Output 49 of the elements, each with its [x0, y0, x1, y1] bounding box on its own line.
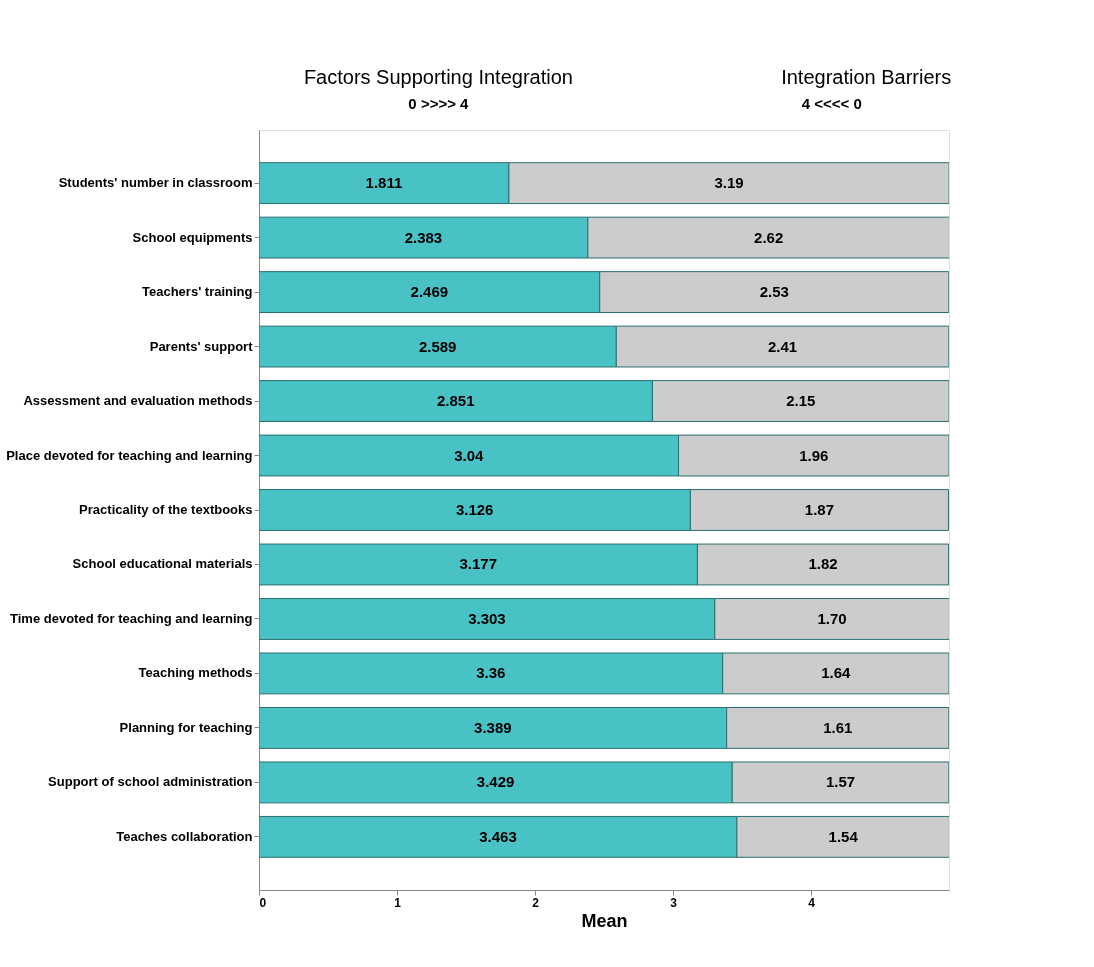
- text: 1.70: [817, 609, 847, 627]
- text: 3.36: [476, 664, 506, 682]
- text: 2.15: [786, 392, 816, 410]
- text: 4 <<<< 0: [801, 95, 862, 112]
- text: 2.53: [759, 283, 789, 301]
- y-tick-label: Time devoted for teaching and learning: [10, 610, 253, 626]
- text: 2.469: [410, 283, 449, 301]
- text: 1.54: [828, 827, 858, 845]
- text: 2.589: [418, 337, 457, 355]
- text: 3.429: [476, 773, 515, 791]
- y-tick-label: Teaches collaboration: [116, 828, 253, 844]
- x-tick-label: 4: [808, 895, 816, 910]
- text: 1.811: [365, 174, 403, 192]
- y-tick-label: Teaching methods: [138, 665, 253, 681]
- y-tick-label: Practicality of the textbooks: [79, 502, 253, 517]
- text: 1.61: [823, 718, 853, 736]
- text: 3.463: [479, 827, 517, 845]
- text: 1.57: [825, 773, 856, 791]
- text: 1.87: [804, 501, 835, 518]
- text: Factors Supporting Integration: [303, 66, 573, 88]
- x-tick-label: 2: [532, 895, 540, 910]
- x-tick-label: 1: [394, 895, 402, 910]
- text: 2.851: [436, 392, 475, 410]
- y-tick-label: Teachers' training: [142, 284, 253, 300]
- text: 1.82: [808, 555, 838, 573]
- text: 2.383: [404, 228, 443, 246]
- x-axis-title: Mean: [581, 910, 628, 931]
- text: Integration Barriers: [781, 66, 952, 88]
- text: 3.04: [454, 446, 484, 464]
- y-tick-label: Assessment and evaluation methods: [23, 393, 253, 409]
- text: 0 >>>> 4: [408, 95, 470, 112]
- y-tick-label: Support of school administration: [48, 774, 253, 790]
- text: 2.62: [754, 228, 784, 246]
- text: 3.19: [714, 174, 744, 192]
- text: 3.177: [459, 555, 497, 573]
- y-tick-label: Parents' support: [149, 338, 254, 354]
- text: 3.389: [474, 718, 512, 736]
- text: 1.64: [821, 664, 851, 682]
- x-tick-label: 3: [670, 895, 678, 910]
- y-tick-label: School educational materials: [72, 556, 253, 572]
- y-tick-label: Students' number in classroom: [58, 175, 253, 191]
- text: 2.41: [767, 337, 798, 355]
- x-tick-label: 0: [259, 895, 267, 910]
- text: 3.126: [455, 501, 494, 518]
- text: 3.303: [468, 609, 506, 627]
- y-tick-label: Planning for teaching: [119, 719, 253, 735]
- y-tick-label: School equipments: [132, 229, 253, 245]
- text: 1.96: [799, 446, 829, 464]
- y-tick-label: Place devoted for teaching and learning: [6, 447, 253, 463]
